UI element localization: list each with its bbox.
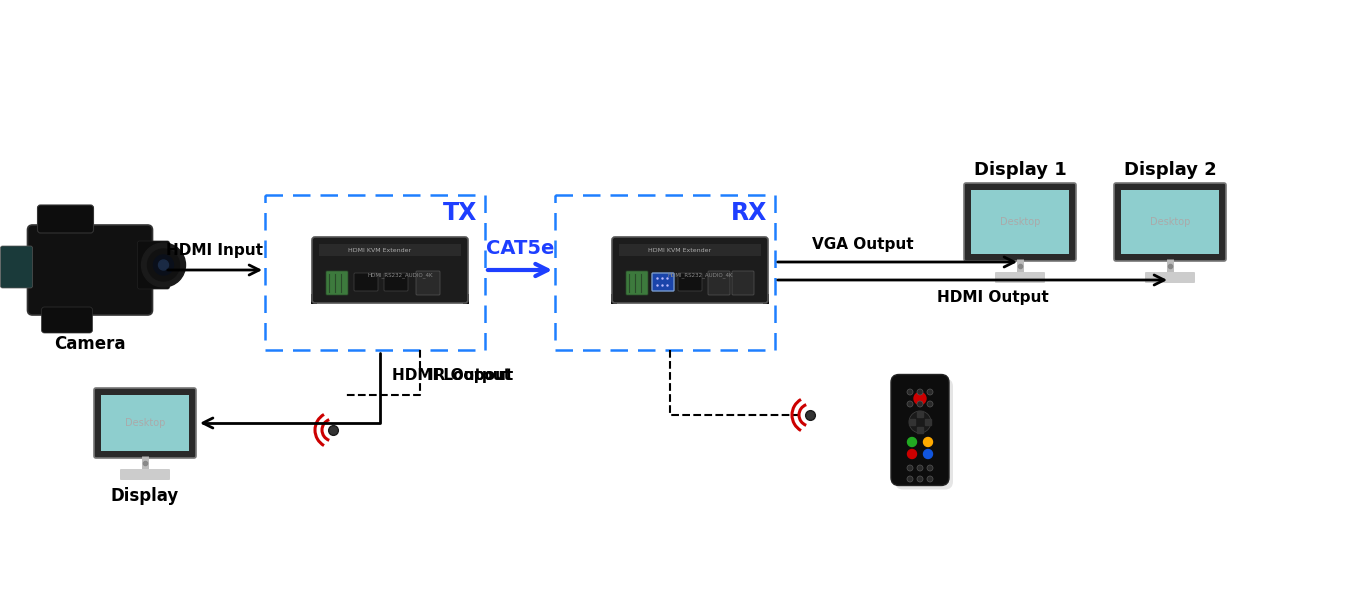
Bar <box>611 294 617 304</box>
Bar <box>101 395 189 451</box>
Circle shape <box>154 255 174 275</box>
Text: HDMI Output: HDMI Output <box>937 290 1049 305</box>
FancyBboxPatch shape <box>42 307 92 333</box>
Circle shape <box>923 449 933 458</box>
Text: Display: Display <box>112 487 180 505</box>
FancyBboxPatch shape <box>311 237 468 303</box>
Circle shape <box>917 476 923 482</box>
Circle shape <box>907 449 917 458</box>
FancyBboxPatch shape <box>384 273 408 291</box>
FancyBboxPatch shape <box>1114 183 1225 261</box>
FancyBboxPatch shape <box>38 205 94 233</box>
Text: Display 2: Display 2 <box>1123 161 1216 179</box>
Circle shape <box>159 260 169 270</box>
Text: CAT5e: CAT5e <box>486 239 554 258</box>
Circle shape <box>907 476 913 482</box>
Circle shape <box>917 389 923 395</box>
FancyBboxPatch shape <box>137 241 170 289</box>
Circle shape <box>923 437 933 446</box>
FancyBboxPatch shape <box>120 469 170 480</box>
FancyBboxPatch shape <box>0 246 33 288</box>
FancyBboxPatch shape <box>891 374 949 485</box>
Bar <box>462 294 469 304</box>
Circle shape <box>928 476 933 482</box>
Circle shape <box>908 411 932 433</box>
Bar <box>619 244 762 256</box>
Bar <box>763 294 768 304</box>
Text: VGA Output: VGA Output <box>812 237 914 252</box>
Circle shape <box>914 392 926 404</box>
Text: Camera: Camera <box>54 335 125 353</box>
Text: RX: RX <box>730 201 767 225</box>
Text: TX: TX <box>442 201 477 225</box>
FancyBboxPatch shape <box>709 271 730 295</box>
Text: Desktop: Desktop <box>125 418 165 428</box>
FancyBboxPatch shape <box>94 388 196 458</box>
FancyBboxPatch shape <box>326 271 348 295</box>
Circle shape <box>147 249 180 281</box>
Circle shape <box>907 437 917 446</box>
Text: HDMI Input: HDMI Input <box>166 243 264 258</box>
Bar <box>320 244 461 256</box>
FancyBboxPatch shape <box>612 237 768 303</box>
FancyBboxPatch shape <box>651 273 675 291</box>
FancyBboxPatch shape <box>895 379 953 490</box>
Circle shape <box>928 389 933 395</box>
Circle shape <box>907 389 913 395</box>
Text: HDMI Loopout: HDMI Loopout <box>392 368 513 383</box>
Text: IR Output: IR Output <box>428 368 511 383</box>
Circle shape <box>907 401 913 407</box>
Circle shape <box>141 243 185 287</box>
Circle shape <box>917 401 923 407</box>
FancyBboxPatch shape <box>354 273 378 291</box>
Bar <box>1121 190 1219 254</box>
Circle shape <box>928 401 933 407</box>
Text: HDMI_RS232_AUDIO_4K: HDMI_RS232_AUDIO_4K <box>668 272 733 278</box>
Circle shape <box>907 465 913 471</box>
Bar <box>311 294 317 304</box>
Bar <box>971 190 1069 254</box>
FancyBboxPatch shape <box>27 225 152 315</box>
FancyBboxPatch shape <box>732 271 753 295</box>
FancyBboxPatch shape <box>679 273 702 291</box>
FancyBboxPatch shape <box>416 271 441 295</box>
FancyBboxPatch shape <box>626 271 647 295</box>
FancyBboxPatch shape <box>996 272 1044 283</box>
Circle shape <box>917 465 923 471</box>
Circle shape <box>928 465 933 471</box>
Text: Desktop: Desktop <box>1000 217 1040 227</box>
Text: Display 1: Display 1 <box>974 161 1066 179</box>
Text: HDMI KVM Extender: HDMI KVM Extender <box>649 247 711 253</box>
FancyBboxPatch shape <box>1145 272 1195 283</box>
Text: HDMI KVM Extender: HDMI KVM Extender <box>348 247 412 253</box>
FancyBboxPatch shape <box>964 183 1076 261</box>
Text: HDMI_RS232_AUDIO_4K: HDMI_RS232_AUDIO_4K <box>367 272 432 278</box>
Text: Desktop: Desktop <box>1149 217 1190 227</box>
